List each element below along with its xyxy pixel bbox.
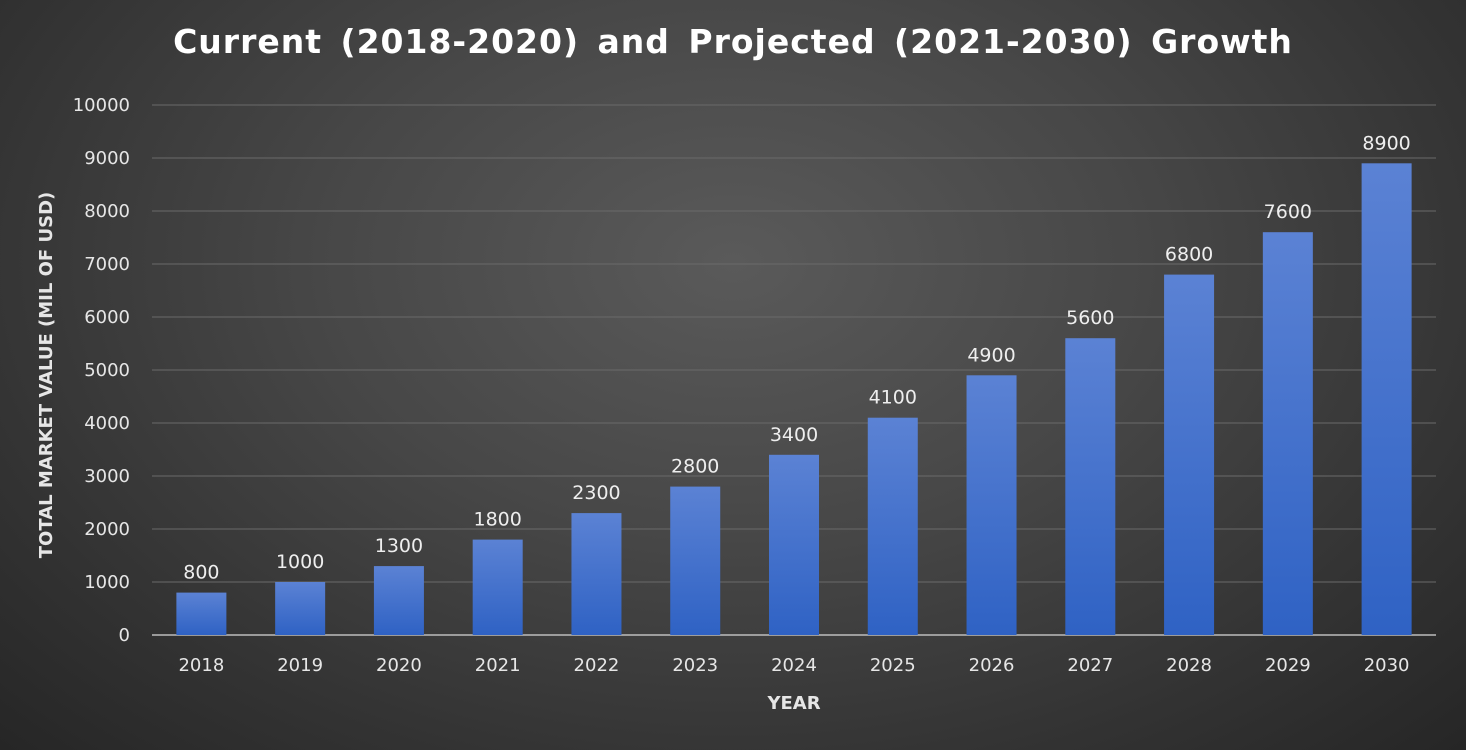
y-tick-label: 8000	[84, 201, 130, 222]
data-label-2030: 8900	[1362, 132, 1410, 154]
y-tick-label: 2000	[84, 519, 130, 540]
y-axis-ticks: 0 1000 2000 3000 4000 5000 6000 7000 8000 9000 100…	[73, 95, 130, 646]
bar-2030	[1361, 163, 1412, 636]
data-label-2023: 2800	[671, 456, 719, 478]
y-tick-label: 3000	[84, 466, 130, 487]
y-tick-label: 1000	[84, 572, 130, 593]
y-tick-label: 6000	[84, 307, 130, 328]
x-tick-label: 2026	[969, 655, 1015, 676]
y-axis-title: TOTAL MARKET VALUE (MIL OF USD)	[36, 192, 57, 558]
y-tick-label: 10000	[73, 95, 130, 116]
bars	[176, 163, 1412, 636]
data-label-2018: 800	[183, 562, 219, 584]
x-tick-label: 2018	[178, 655, 224, 676]
data-label-2020: 1300	[375, 535, 423, 557]
x-axis-title: YEAR	[766, 693, 820, 714]
y-tick-label: 0	[119, 625, 130, 646]
bar-2029	[1262, 232, 1313, 635]
y-tick-label: 5000	[84, 360, 130, 381]
bar-2021	[472, 539, 523, 635]
data-label-2024: 3400	[770, 424, 818, 446]
x-axis-ticks: 2018 2019 2020 2021 2022 2023 2024 2025 2026 2027…	[178, 655, 1409, 676]
data-label-2019: 1000	[276, 551, 324, 573]
bar-2024	[769, 454, 819, 635]
bar-2019	[275, 582, 326, 635]
bar-2018	[176, 592, 227, 635]
data-label-2022: 2300	[572, 482, 620, 504]
x-tick-label: 2027	[1067, 655, 1113, 676]
chart-title: Current (2018-2020) and Projected (2021-…	[173, 22, 1293, 61]
data-labels: 800 1000 1300 1800 2300 2800 3400 4100 4900 5600 6…	[183, 132, 1411, 583]
y-tick-label: 7000	[84, 254, 130, 275]
y-tick-label: 4000	[84, 413, 130, 434]
x-tick-label: 2030	[1364, 655, 1410, 676]
bar-2025	[867, 417, 918, 635]
x-tick-label: 2021	[475, 655, 521, 676]
bar-2026	[966, 375, 1017, 635]
data-label-2026: 4900	[967, 344, 1015, 366]
x-tick-label: 2028	[1166, 655, 1212, 676]
x-tick-label: 2020	[376, 655, 422, 676]
y-tick-label: 9000	[84, 148, 130, 169]
data-label-2025: 4100	[869, 387, 917, 409]
bar-2020	[373, 566, 424, 635]
x-tick-label: 2022	[574, 655, 620, 676]
bar-2023	[670, 486, 721, 635]
bar-2022	[571, 513, 622, 635]
data-label-2027: 5600	[1066, 307, 1114, 329]
data-label-2028: 6800	[1165, 244, 1213, 266]
data-label-2021: 1800	[474, 509, 522, 531]
x-tick-label: 2023	[672, 655, 718, 676]
bar-2027	[1065, 338, 1116, 635]
x-tick-label: 2029	[1265, 655, 1311, 676]
data-label-2029: 7600	[1264, 201, 1312, 223]
x-tick-label: 2019	[277, 655, 323, 676]
x-tick-label: 2024	[771, 655, 817, 676]
x-tick-label: 2025	[870, 655, 916, 676]
bar-2028	[1164, 274, 1215, 635]
